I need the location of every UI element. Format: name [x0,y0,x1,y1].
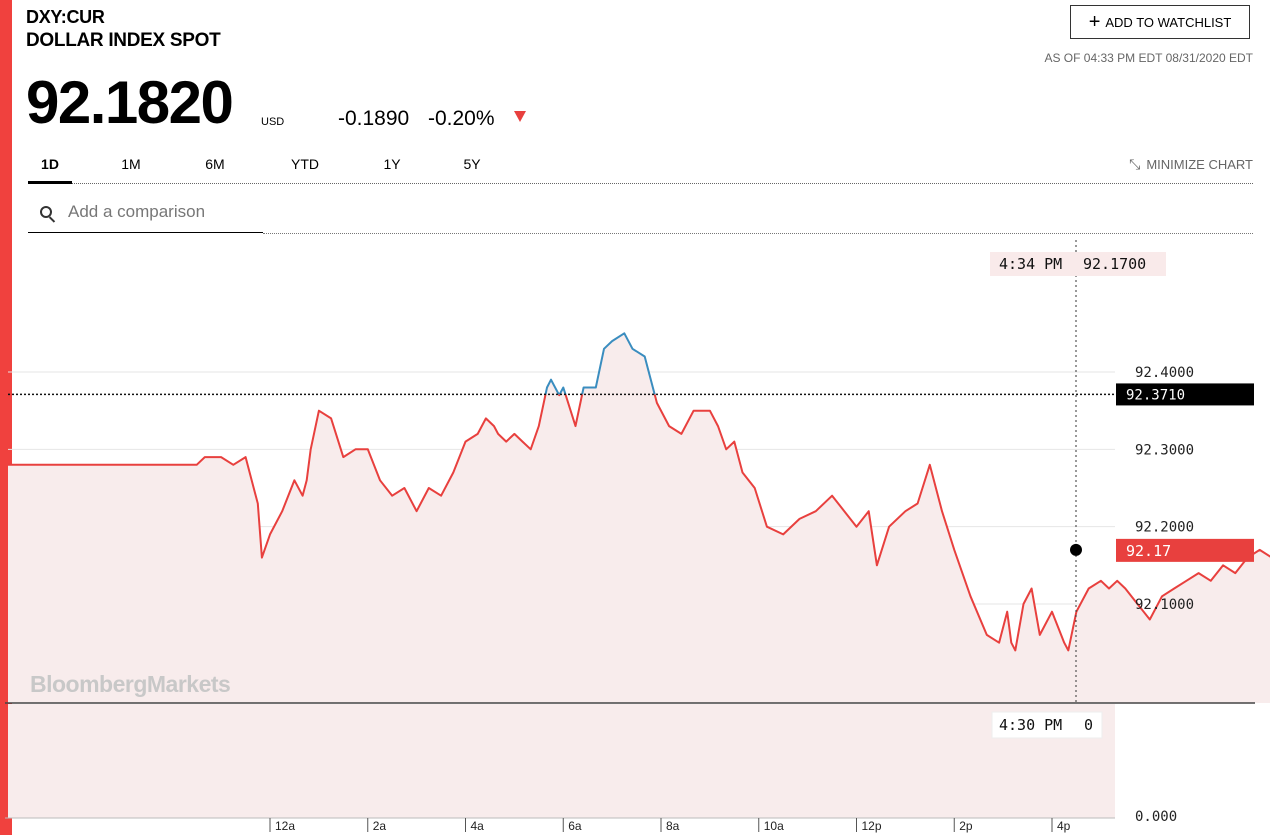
minimize-chart-button[interactable]: ⤡ MINIMIZE CHART [1129,156,1253,173]
tab-1m[interactable]: 1M [121,156,141,172]
search-divider [263,233,1253,234]
previous-close-label: 92.3710 [1126,387,1185,403]
tab-ytd[interactable]: YTD [291,156,319,172]
x-tick-label: 6a [568,819,582,833]
y-tick-label: 92.3000 [1135,442,1194,458]
last-value-label-bg [1116,538,1254,562]
down-arrow-icon [514,111,526,122]
x-tick-label: 4a [471,819,485,833]
last-value-label: 92.17 [1126,542,1171,560]
add-to-watchlist-button[interactable]: + ADD TO WATCHLIST [1070,5,1250,39]
volume-label-bg [991,711,1103,739]
crosshair-time: 4:34 PM [999,255,1062,273]
tab-1d[interactable]: 1D [28,153,72,184]
crosshair-value: 92.1700 [1083,255,1146,273]
search-icon [40,206,52,218]
volume-value: 0 [1084,716,1093,734]
instrument-name: DOLLAR INDEX SPOT [26,30,221,51]
collapse-icon: ⤡ [1129,156,1141,172]
x-tick-label: 2p [959,819,973,833]
range-tabs: 1D 1M 6M YTD 1Y 5Y [28,153,1253,184]
x-tick-label: 8a [666,819,680,833]
price-line-below-close [8,394,1270,652]
volume-y-tick-label: 0.000 [1135,809,1177,825]
price-change-percent: -0.20% [428,107,495,130]
previous-close-label-bg [1116,383,1254,406]
y-tick-label: 92.4000 [1135,365,1194,381]
tab-1y[interactable]: 1Y [383,156,401,172]
x-tick-label: 12p [862,819,882,833]
as-of-timestamp: AS OF 04:33 PM EDT 08/31/2020 EDT [1044,51,1253,65]
add-to-watchlist-label: ADD TO WATCHLIST [1105,14,1232,30]
currency-label: USD [261,116,285,128]
x-tick-label: 2a [373,819,387,833]
watermark: BloombergMarkets [30,671,230,697]
last-price: 92.1820 [26,69,234,136]
comparison-input[interactable] [66,201,250,223]
crosshair-dot [1070,543,1082,556]
crosshair-label-bg [990,252,1166,276]
x-tick-label: 10a [764,819,784,833]
y-tick-label: 92.2000 [1135,520,1194,536]
x-tick-label: 12a [275,819,295,833]
ticker-symbol: DXY:CUR [26,7,105,27]
tab-5y[interactable]: 5Y [463,156,481,172]
tab-6m[interactable]: 6M [205,156,225,172]
minimize-chart-label: MINIMIZE CHART [1146,157,1253,172]
volume-area [8,704,1115,818]
comparison-search [28,192,263,233]
x-tick-label: 4p [1057,819,1071,833]
price-change: -0.1890 [338,107,410,130]
volume-time: 4:30 PM [999,716,1062,734]
price-area [8,333,1270,703]
y-tick-label: 92.1000 [1135,597,1194,613]
plus-icon: + [1088,11,1101,33]
